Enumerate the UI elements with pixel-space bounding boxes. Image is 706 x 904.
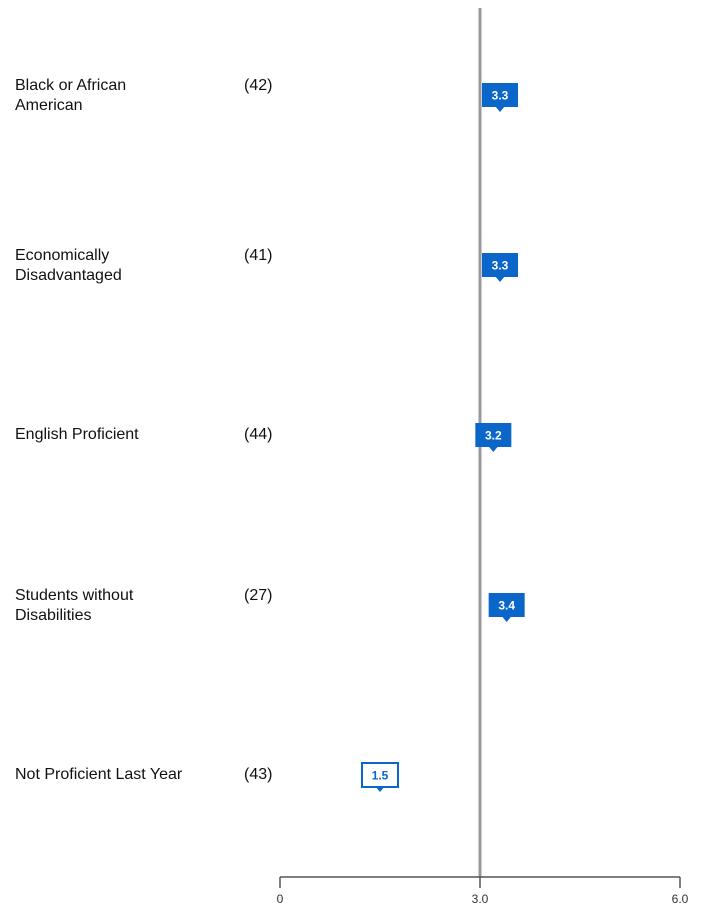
x-tick-label: 6.0 [672,892,689,904]
category-label: Black or African American [15,77,127,114]
count-label: (27) [244,587,273,604]
category-label: English Proficient [15,426,139,443]
data-label: 3.2 [485,429,502,443]
marker-pointer [495,276,505,282]
data-label: 1.5 [372,769,389,783]
x-tick-label: 0 [277,892,284,904]
marker-pointer [375,786,385,792]
marker: 1.5 [361,762,399,792]
marker: 3.2 [475,423,512,452]
data-label: 3.3 [492,89,509,103]
category-label: Students without Disabilities [15,587,134,624]
count-label: (44) [244,426,273,443]
marker: 3.4 [488,593,525,622]
marker-box [482,253,518,277]
category-label: Not Proficient Last Year [15,766,183,783]
x-tick-label: 3.0 [472,892,489,904]
marker-box [475,423,512,447]
count-label: (43) [244,766,273,783]
marker-pointer [488,446,499,452]
marker: 3.3 [482,253,518,282]
marker-box [361,762,399,788]
data-label: 3.4 [498,599,515,613]
marker-pointer [501,616,512,622]
data-label: 3.3 [492,259,509,273]
marker-box [488,593,525,617]
count-label: (42) [244,77,273,94]
marker: 3.3 [482,83,518,112]
marker-box [482,83,518,107]
count-label: (41) [244,247,273,264]
marker-pointer [495,106,505,112]
category-label: Economically Disadvantaged [15,247,122,284]
